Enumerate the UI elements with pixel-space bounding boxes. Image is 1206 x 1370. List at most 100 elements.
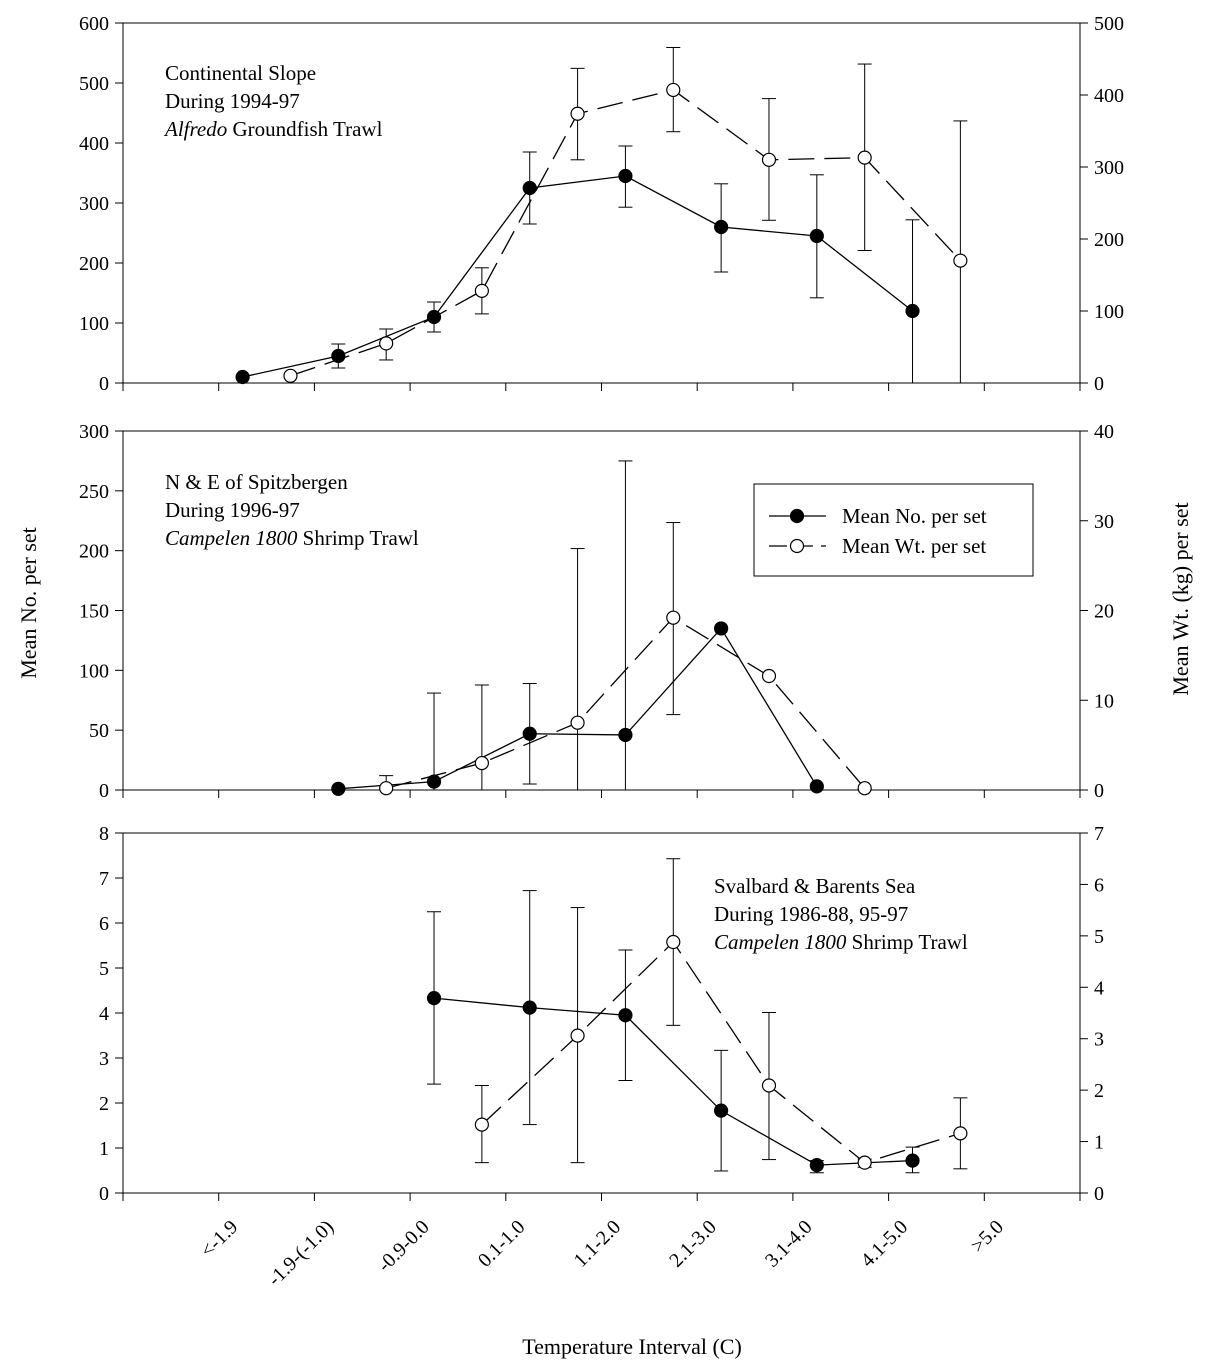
y-left-tick-label: 100 (79, 313, 109, 335)
point-open (379, 781, 394, 796)
point-open (857, 781, 872, 796)
y-left-tick-label: 7 (99, 868, 109, 890)
point-filled (522, 1000, 537, 1015)
y-left-tick-label: 300 (79, 421, 109, 443)
legend-marker (789, 508, 805, 524)
point-filled (426, 991, 442, 1006)
y-left-tick-label: 150 (79, 601, 109, 623)
panel-annotation-line: During 1994-97 (165, 89, 300, 113)
annotation-text: Campelen 1800 (714, 930, 847, 954)
annotation-text: During 1994-97 (165, 89, 300, 113)
point-filled (905, 1153, 920, 1168)
y-right-tick-label: 0 (1094, 1183, 1104, 1205)
y-right-tick-label: 500 (1094, 13, 1124, 35)
point-open (570, 715, 585, 730)
annotation-text: Campelen 1800 (165, 526, 298, 550)
point-filled (714, 1103, 729, 1118)
panel-annotation-line: During 1996-97 (165, 498, 300, 522)
y-left-tick-label: 6 (99, 913, 109, 935)
point-filled (235, 369, 250, 385)
y-left-tick-label: 200 (79, 253, 109, 275)
y-right-tick-label: 300 (1094, 157, 1124, 179)
point-open (953, 253, 968, 268)
point-filled (618, 727, 633, 743)
point-open (953, 1126, 968, 1141)
y-left-tick-label: 5 (99, 958, 109, 980)
point-open (857, 1155, 872, 1170)
point-filled (331, 348, 346, 364)
x-tick-label: <-1.9 (196, 1216, 242, 1262)
y-left-tick-label: 4 (99, 1003, 109, 1025)
y-right-tick-label: 1 (1094, 1132, 1104, 1154)
point-open (570, 106, 585, 121)
point-open (761, 152, 777, 167)
point-open (666, 934, 681, 950)
y-left-tick-label: 0 (99, 1183, 109, 1205)
annotation-text: N & E of Spitzbergen (165, 470, 348, 494)
point-filled (331, 781, 346, 796)
x-axis-title: Temperature Interval (C) (522, 1334, 742, 1359)
panel-annotation-line: During 1986-88, 95-97 (714, 902, 908, 926)
point-filled (905, 303, 920, 319)
x-tick-label: 2.1-3.0 (665, 1216, 721, 1272)
y-right-tick-label: 40 (1094, 421, 1114, 443)
series-mean-wt (379, 522, 872, 796)
y-right-tick-label: 0 (1094, 780, 1104, 802)
annotation-text: Svalbard & Barents Sea (714, 874, 916, 898)
point-open (666, 610, 681, 625)
y-right-tick-label: 100 (1094, 301, 1124, 323)
point-open (283, 368, 298, 383)
legend-box (753, 483, 1034, 577)
point-filled (522, 726, 537, 741)
y-left-tick-label: 300 (79, 193, 109, 215)
series-line (433, 997, 913, 1166)
y-right-tick-label: 2 (1094, 1080, 1104, 1102)
y-right-tick-label: 0 (1094, 373, 1104, 395)
y-right-tick-label: 3 (1094, 1029, 1104, 1051)
panel-2: 0 50 100 150 200 250 300 0 10 20 30 40 N & E of Spit… (79, 421, 1114, 802)
legend-label: Mean Wt. per set (842, 534, 986, 558)
x-tick-label: -1.9-(-1.0) (264, 1216, 338, 1290)
annotation-text: During 1996-97 (165, 498, 300, 522)
series-mean-wt (474, 858, 968, 1170)
x-tick-label: >5.0 (967, 1216, 1008, 1257)
series-mean-wt (283, 46, 968, 384)
panel-annotation-line: Continental Slope (165, 61, 316, 85)
point-open (666, 82, 681, 98)
point-open (474, 1117, 489, 1132)
series-mean-no (235, 145, 920, 385)
y-axis-left-title: Mean No. per set (16, 527, 41, 679)
legend-label: Mean No. per set (842, 504, 987, 528)
point-open (379, 336, 394, 351)
point-filled (618, 1008, 633, 1023)
y-left-tick-label: 2 (99, 1093, 109, 1115)
x-tick-label: 0.1-1.0 (474, 1216, 530, 1272)
point-filled (714, 219, 729, 235)
point-open (474, 283, 489, 298)
point-filled (714, 621, 729, 636)
x-tick-label: 1.1-2.0 (570, 1216, 626, 1272)
y-right-tick-label: 6 (1094, 874, 1104, 896)
point-filled (809, 228, 824, 244)
point-open (761, 668, 777, 684)
series-line (481, 941, 961, 1164)
y-left-tick-label: 100 (79, 660, 109, 682)
annotation-text: Shrimp Trawl (846, 930, 968, 954)
y-axis-right-title: Mean Wt. (kg) per set (1168, 502, 1193, 695)
y-left-tick-label: 200 (79, 541, 109, 563)
point-filled (809, 1157, 824, 1173)
annotation-text: During 1986-88, 95-97 (714, 902, 908, 926)
y-right-tick-label: 5 (1094, 926, 1104, 948)
series-line (290, 89, 961, 377)
annotation-text: Shrimp Trawl (297, 526, 419, 550)
panel-1: 0 100 200 300 400 500 600 0 100 200 300 400 500 Conti… (79, 13, 1124, 395)
panel-annotation-line: N & E of Spitzbergen (165, 470, 348, 494)
y-left-tick-label: 0 (99, 373, 109, 395)
point-filled (522, 180, 537, 196)
panel-annotation-line: Campelen 1800 Shrimp Trawl (165, 526, 419, 550)
series-line (386, 616, 866, 789)
point-open (761, 1078, 777, 1093)
legend-marker (789, 538, 805, 554)
point-open (474, 755, 489, 771)
